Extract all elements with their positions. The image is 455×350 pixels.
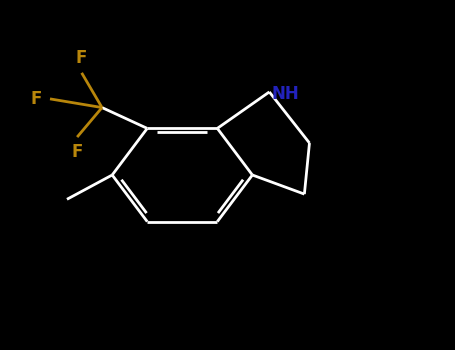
Text: F: F — [71, 143, 83, 161]
Text: F: F — [30, 90, 42, 108]
Text: F: F — [76, 49, 87, 66]
Text: NH: NH — [272, 85, 299, 103]
